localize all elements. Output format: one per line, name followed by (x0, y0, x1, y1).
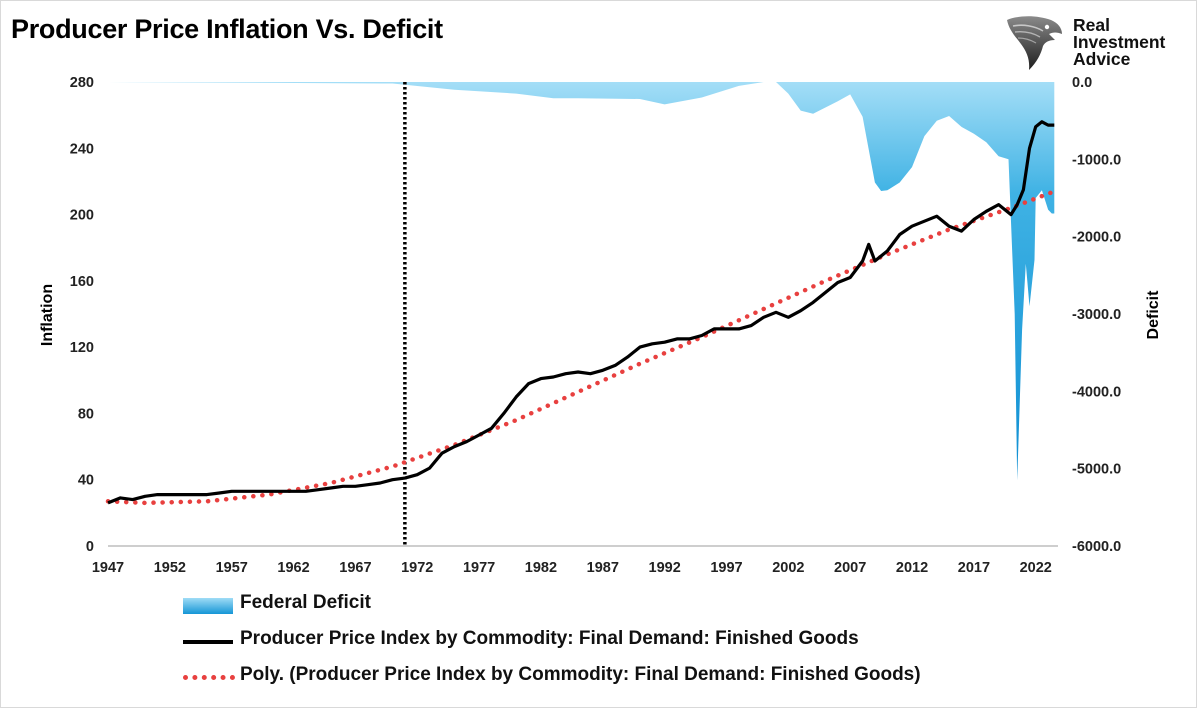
x-tick-2007: 2007 (834, 560, 866, 576)
legend-label-deficit: Federal Deficit (240, 592, 371, 613)
y-left-tick-280: 280 (70, 75, 94, 91)
y-left-tick-0: 0 (86, 539, 94, 555)
y-left-tick-160: 160 (70, 274, 94, 290)
y-left-tick-80: 80 (78, 406, 94, 422)
y-right-tick--4000.0: -4000.0 (1072, 384, 1121, 400)
x-tick-1947: 1947 (92, 560, 124, 576)
y-right-tick--2000.0: -2000.0 (1072, 230, 1121, 246)
x-tick-1962: 1962 (277, 560, 309, 576)
legend-label-trend: Poly. (Producer Price Index by Commodity… (240, 664, 921, 685)
eagle-head-icon (1007, 16, 1062, 70)
logo-line-3: Advice (1073, 49, 1131, 69)
y-left-tick-40: 40 (78, 473, 94, 489)
x-tick-2002: 2002 (772, 560, 804, 576)
y-right-tick-0.0: 0.0 (1072, 75, 1092, 91)
y-axis-right-title: Deficit (1145, 290, 1162, 340)
x-tick-2022: 2022 (1020, 560, 1052, 576)
legend-swatch-trend (183, 675, 235, 680)
trend-line (105, 189, 1057, 506)
y-axis-left-title: Inflation (39, 284, 56, 346)
brand-logo: Real Investment Advice (1003, 14, 1193, 76)
deficit-area (108, 82, 1055, 481)
legend-swatch-ppi (183, 640, 233, 644)
x-tick-2012: 2012 (896, 560, 928, 576)
x-tick-1972: 1972 (401, 560, 433, 576)
y-right-tick--6000.0: -6000.0 (1072, 539, 1121, 555)
y-axis-left-ticks: 0 40 80 120 160 200 240 280 (70, 75, 94, 555)
x-axis-ticks: 1947 1952 1957 1962 1967 1972 1977 1982 1987 1992… (92, 560, 1052, 576)
x-tick-1992: 1992 (649, 560, 681, 576)
x-tick-1997: 1997 (710, 560, 742, 576)
y-right-tick--3000.0: -3000.0 (1072, 307, 1121, 323)
y-right-tick--5000.0: -5000.0 (1072, 462, 1121, 478)
logo-line-1: Real (1073, 15, 1110, 35)
logo-line-2: Investment (1073, 32, 1166, 52)
x-tick-1957: 1957 (216, 560, 248, 576)
y-right-tick--1000.0: -1000.0 (1072, 152, 1121, 168)
y-left-tick-200: 200 (70, 208, 94, 224)
x-tick-2017: 2017 (958, 560, 990, 576)
y-axis-right-ticks: -6000.0 -5000.0 -4000.0 -3000.0 -2000.0 -1000… (1072, 75, 1121, 555)
y-left-tick-240: 240 (70, 141, 94, 157)
x-tick-1977: 1977 (463, 560, 495, 576)
y-left-tick-120: 120 (70, 340, 94, 356)
x-tick-1982: 1982 (525, 560, 557, 576)
chart-title: Producer Price Inflation Vs. Deficit (11, 14, 443, 44)
legend-label-ppi: Producer Price Index by Commodity: Final… (240, 628, 859, 649)
x-tick-1952: 1952 (154, 560, 186, 576)
ppi-line (107, 120, 1055, 505)
legend-swatch-deficit (183, 598, 233, 614)
x-tick-1987: 1987 (587, 560, 619, 576)
x-tick-1967: 1967 (339, 560, 371, 576)
